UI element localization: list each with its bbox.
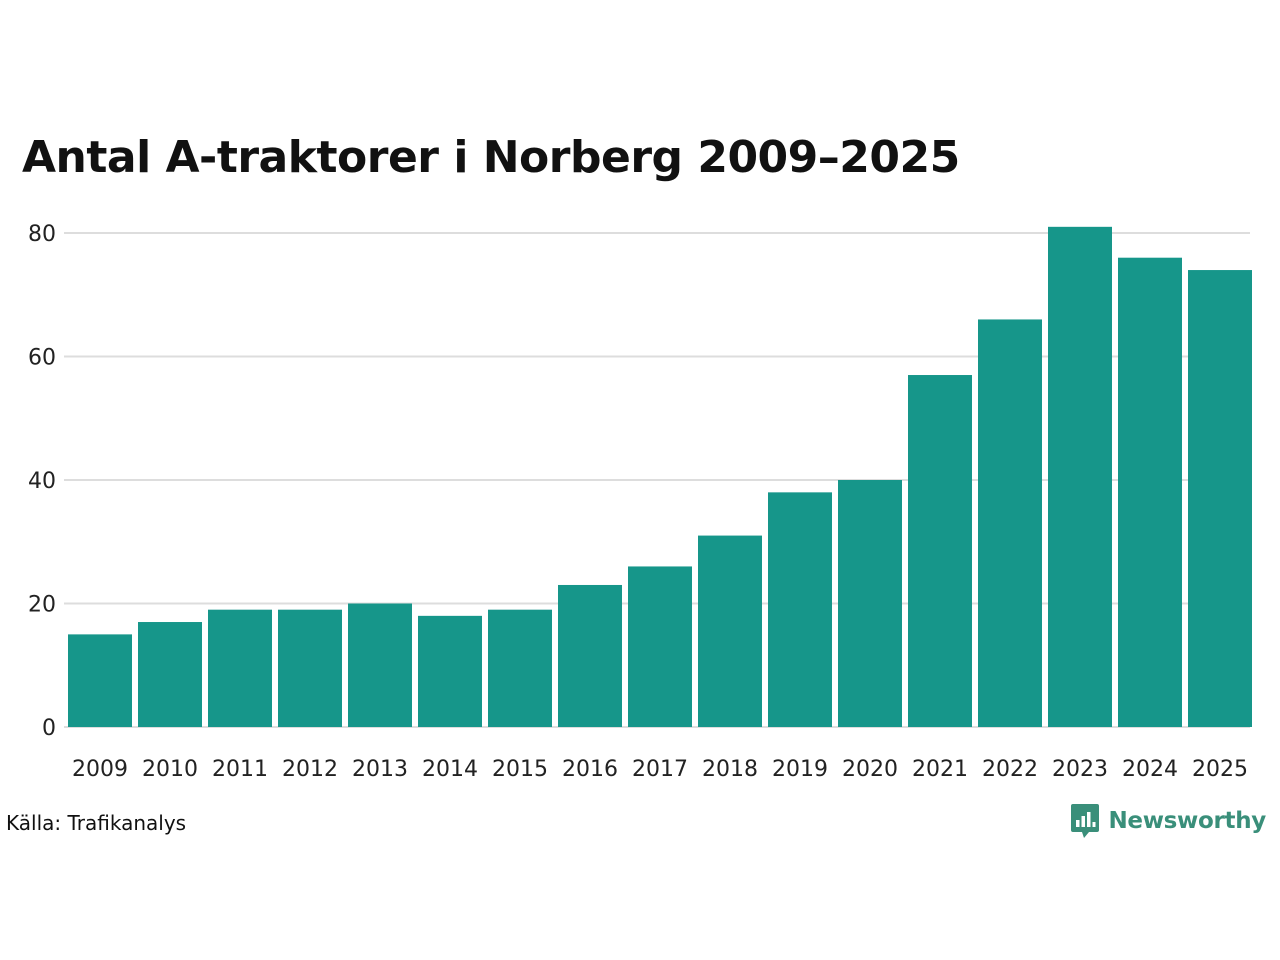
y-axis-ticks: 0 20 40 60 80 [28,222,56,741]
brand-name: Newsworthy [1108,808,1266,834]
brand-logo: Newsworthy [1070,803,1266,839]
bar-2022 [978,319,1042,727]
bar-2020 [838,480,902,727]
bar-2012 [278,609,342,727]
x-tick-label: 2017 [632,757,688,782]
y-tick-label: 20 [28,593,56,618]
x-tick-label: 2020 [842,757,898,782]
bars [68,226,1252,727]
bar-2013 [348,603,412,727]
bar-2023 [1048,226,1112,727]
x-tick-label: 2025 [1192,757,1248,782]
bar-2021 [908,375,972,727]
x-tick-label: 2014 [422,757,478,782]
x-tick-label: 2012 [282,757,338,782]
y-tick-label: 60 [28,346,56,371]
x-tick-label: 2021 [912,757,968,782]
x-tick-label: 2023 [1052,757,1108,782]
bar-2015 [488,609,552,727]
bar-2010 [138,622,202,727]
x-tick-label: 2024 [1122,757,1178,782]
source-note: Källa: Trafikanalys [6,811,187,835]
x-tick-label: 2010 [142,757,198,782]
bar-2025 [1188,270,1252,727]
bar-2016 [558,584,622,727]
x-tick-label: 2018 [702,757,758,782]
y-tick-label: 40 [28,469,56,494]
chart-title: Antal A-traktorer i Norberg 2009–2025 [22,132,960,183]
x-axis-ticks: 2009 2010 2011 2012 2013 2014 2015 2016 2017 2018… [72,757,1248,782]
bar-2024 [1118,257,1182,727]
bar-2018 [698,535,762,727]
x-tick-label: 2009 [72,757,128,782]
y-tick-label: 0 [42,716,56,741]
bar-chart-speech-bubble-icon [1071,804,1100,838]
x-tick-label: 2019 [772,757,828,782]
bar-2017 [628,566,692,727]
x-tick-label: 2013 [352,757,408,782]
x-tick-label: 2022 [982,757,1038,782]
x-tick-label: 2015 [492,757,548,782]
bar-2014 [418,615,482,727]
x-tick-label: 2016 [562,757,618,782]
bar-2019 [768,492,832,727]
bar-2011 [208,609,272,727]
x-tick-label: 2011 [212,757,268,782]
y-tick-label: 80 [28,222,56,247]
bar-2009 [68,634,132,727]
